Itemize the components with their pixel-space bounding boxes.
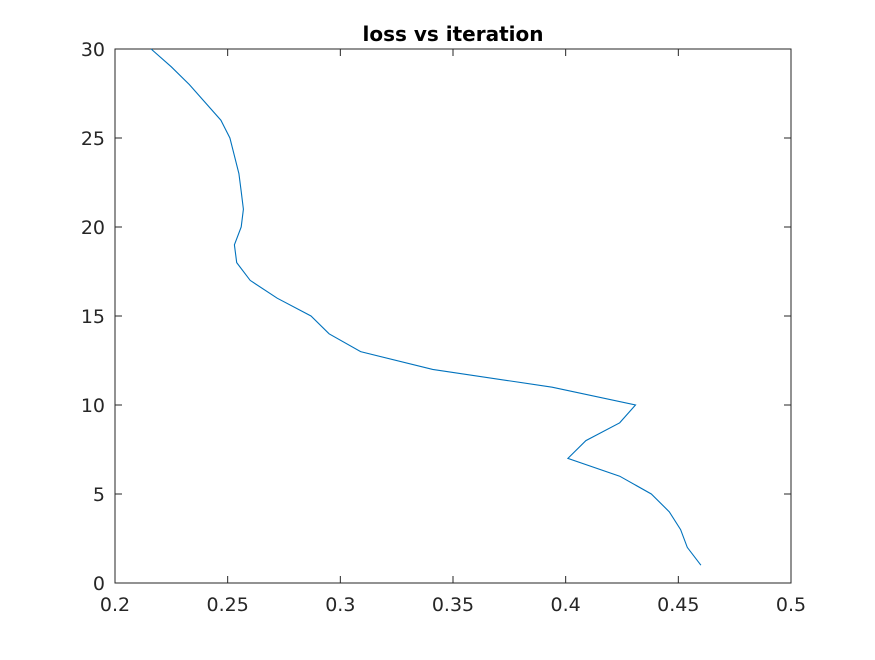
x-tick-label: 0.25 xyxy=(207,594,249,616)
y-tick-label: 5 xyxy=(93,484,105,506)
y-tick-label: 30 xyxy=(81,39,105,61)
y-tick-label: 10 xyxy=(81,395,105,417)
y-tick-label: 25 xyxy=(81,128,105,150)
x-tick-label: 0.5 xyxy=(776,594,806,616)
series-line xyxy=(150,48,702,566)
axes-box xyxy=(114,48,792,584)
x-tick-label: 0.4 xyxy=(551,594,581,616)
y-tick-label: 0 xyxy=(93,573,105,595)
x-tick-label: 0.3 xyxy=(325,594,355,616)
x-tick-label: 0.2 xyxy=(100,594,130,616)
x-tick-label: 0.35 xyxy=(432,594,474,616)
x-tick-label: 0.45 xyxy=(657,594,699,616)
y-tick-label: 20 xyxy=(81,217,105,239)
y-tick-label: 15 xyxy=(81,306,105,328)
plot-area: 0.2 0.25 0.3 0.35 0.4 0.45 0.5 0 5 10 15 20 25 30 xyxy=(81,39,806,616)
chart-title: loss vs iteration xyxy=(362,22,543,46)
